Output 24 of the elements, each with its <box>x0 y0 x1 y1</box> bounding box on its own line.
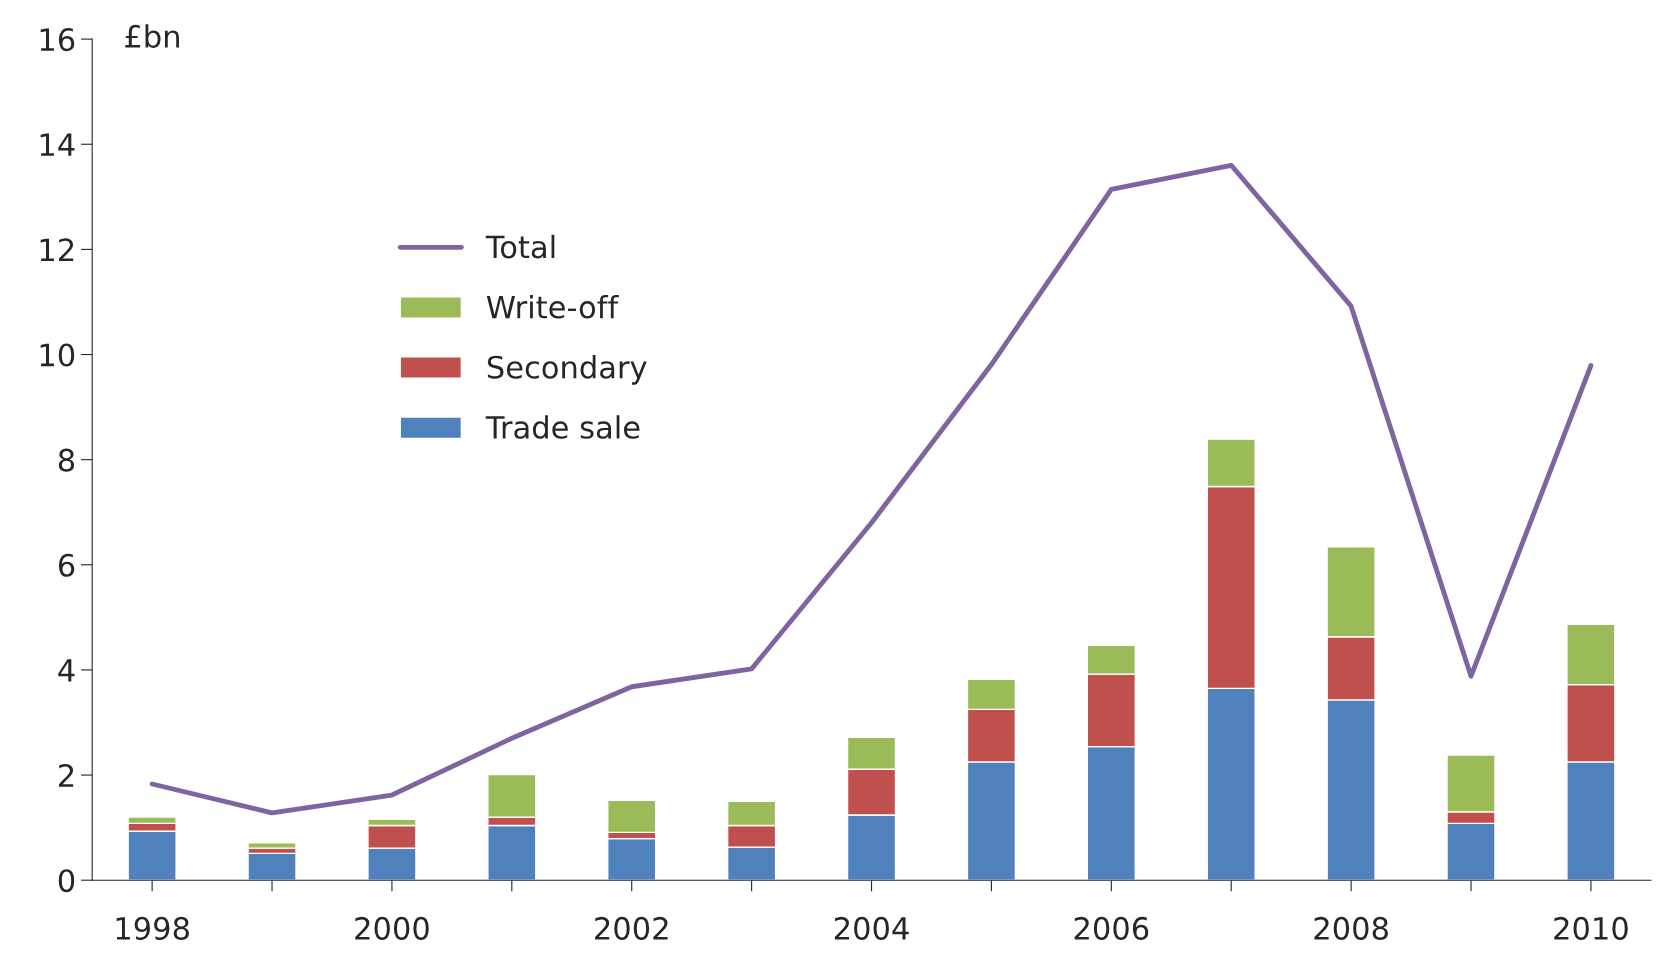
legend-label: Write-off <box>486 294 619 319</box>
x-tick-label: 1998 <box>116 916 189 940</box>
x-tick-label: 2006 <box>1074 916 1149 940</box>
bar <box>607 837 657 881</box>
y-tick-label: 10 <box>40 343 75 367</box>
legend-label: Secondary <box>487 355 647 385</box>
y-tick-label: 4 <box>58 659 75 682</box>
x-tick-label: 2000 <box>355 916 429 940</box>
y-tick-label: 12 <box>40 238 74 261</box>
y-tick-label: 0 <box>58 869 75 893</box>
x-tick-label: 2010 <box>1554 916 1628 940</box>
legend-label: Trade sale <box>485 415 640 439</box>
x-tick-label: 2002 <box>595 916 668 940</box>
y-tick-label: 8 <box>58 448 75 472</box>
legend-label: Total <box>485 234 555 259</box>
y-tick-label: 2 <box>59 764 74 787</box>
x-tick-label: 2008 <box>1314 916 1388 940</box>
y-tick-label: 14 <box>40 133 75 156</box>
y-tick-label: 6 <box>58 553 75 577</box>
y-axis-title: £bn <box>125 24 179 48</box>
x-tick-label: 2004 <box>834 916 909 940</box>
bar <box>247 852 297 881</box>
line-series <box>149 162 1594 816</box>
y-tick-label: 16 <box>40 28 75 52</box>
